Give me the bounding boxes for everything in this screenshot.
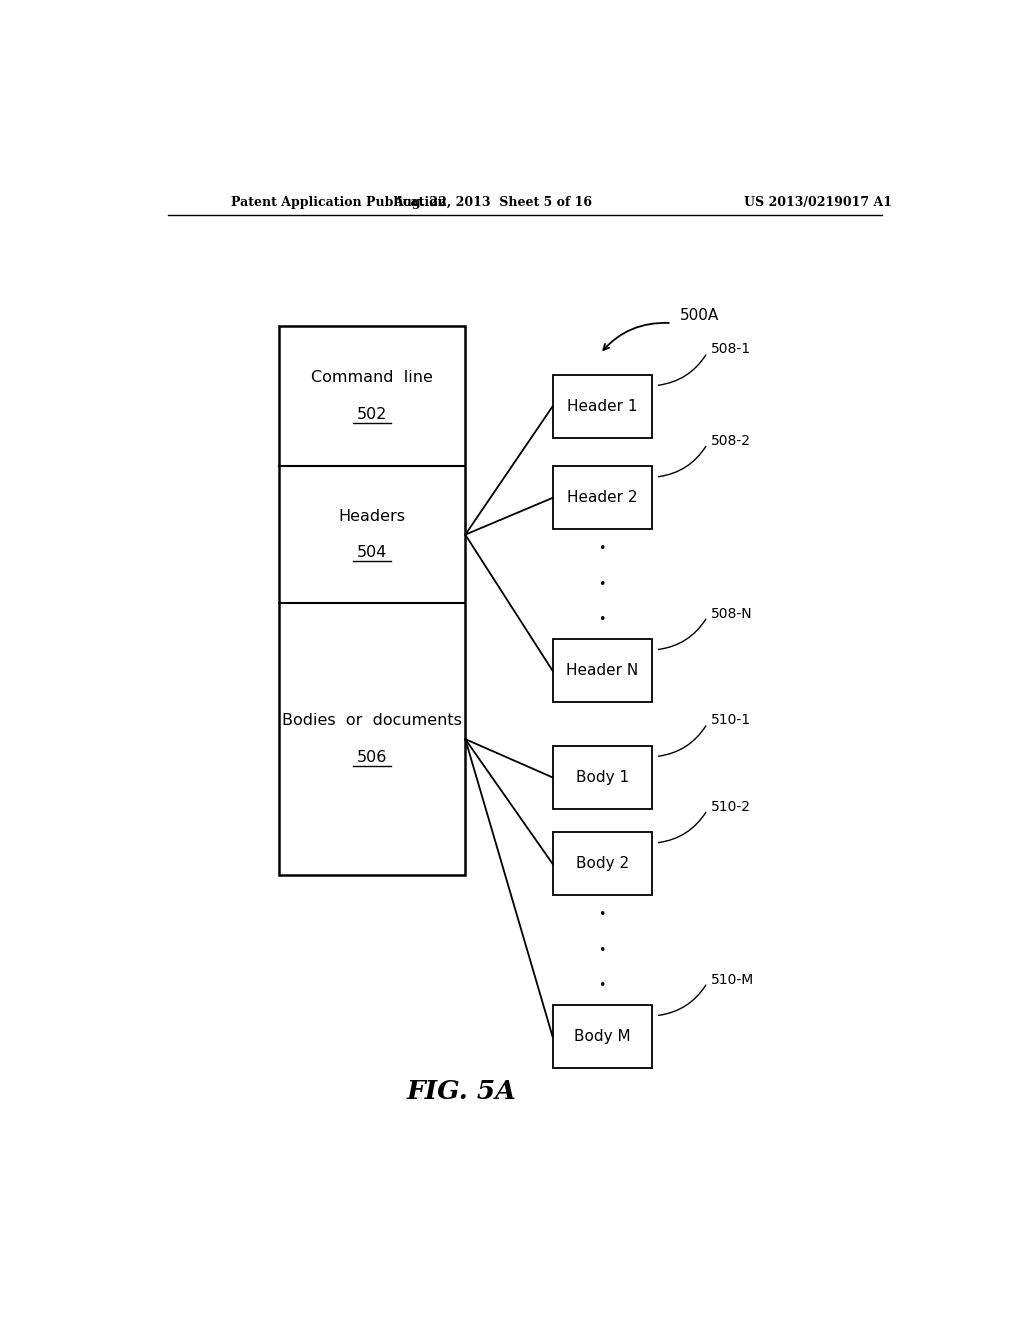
Text: Body 2: Body 2	[575, 857, 629, 871]
Text: Body 1: Body 1	[575, 770, 629, 785]
Text: •: •	[598, 614, 606, 627]
Text: Body M: Body M	[573, 1030, 631, 1044]
Bar	[553, 1005, 652, 1068]
Bar	[553, 375, 652, 438]
Text: Headers: Headers	[339, 510, 406, 524]
Bar	[553, 833, 652, 895]
Text: •: •	[598, 578, 606, 591]
Text: 508-1: 508-1	[712, 342, 752, 356]
Text: •: •	[598, 944, 606, 957]
Bar	[553, 466, 652, 529]
Text: Header 2: Header 2	[567, 490, 637, 506]
Text: 510-M: 510-M	[712, 973, 755, 986]
Text: 506: 506	[356, 750, 387, 764]
Text: 502: 502	[356, 407, 387, 422]
Text: US 2013/0219017 A1: US 2013/0219017 A1	[744, 195, 893, 209]
Text: Command  line: Command line	[311, 371, 433, 385]
Text: •: •	[598, 543, 606, 556]
Bar	[553, 639, 652, 702]
Text: Bodies  or  documents: Bodies or documents	[282, 713, 462, 729]
Bar	[553, 746, 652, 809]
Text: •: •	[598, 979, 606, 993]
Text: 510-2: 510-2	[712, 800, 752, 814]
Text: Patent Application Publication: Patent Application Publication	[231, 195, 446, 209]
Text: FIG. 5A: FIG. 5A	[407, 1078, 516, 1104]
Text: Aug. 22, 2013  Sheet 5 of 16: Aug. 22, 2013 Sheet 5 of 16	[393, 195, 593, 209]
Text: Header N: Header N	[566, 663, 638, 678]
Text: 508-N: 508-N	[712, 607, 753, 620]
Text: 504: 504	[356, 545, 387, 561]
Text: Header 1: Header 1	[567, 399, 637, 414]
Text: 508-2: 508-2	[712, 434, 752, 447]
Bar	[279, 326, 465, 875]
Text: •: •	[598, 908, 606, 921]
Text: 500A: 500A	[680, 309, 719, 323]
Text: 510-1: 510-1	[712, 714, 752, 727]
